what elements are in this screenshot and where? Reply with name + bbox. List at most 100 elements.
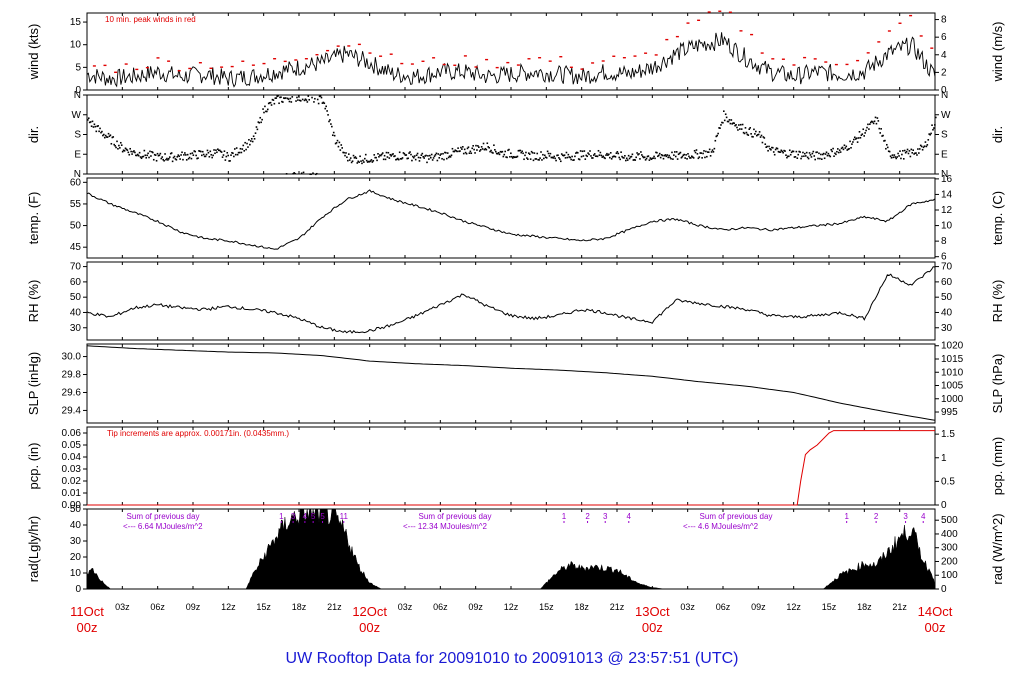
dir-point — [420, 154, 423, 156]
dir-point — [277, 95, 279, 97]
wind-peak-mark — [389, 53, 393, 55]
dir-point — [656, 151, 658, 154]
rh-ylabel-right: RH (%) — [990, 280, 1005, 323]
dir-point — [224, 159, 227, 161]
dir-point — [119, 147, 121, 149]
dir-point — [886, 146, 889, 149]
dir-point — [655, 151, 657, 154]
dir-point — [438, 156, 441, 159]
dir-point — [496, 152, 499, 155]
dir-point — [755, 130, 757, 133]
dir-point — [788, 149, 791, 152]
dir-point — [853, 138, 855, 141]
dir-point — [486, 142, 489, 145]
dir-point — [92, 126, 95, 128]
dir-point — [768, 145, 770, 148]
dir-point — [837, 148, 839, 150]
dir-point — [719, 127, 721, 129]
dir-point — [514, 156, 517, 158]
dir-point — [750, 133, 752, 135]
wind-peak-mark — [930, 47, 934, 49]
dir-point — [87, 119, 89, 121]
dir-point — [817, 157, 819, 160]
dir-point — [796, 157, 799, 159]
dir-point — [935, 116, 937, 119]
x-hour-tick-label: 03z — [115, 602, 130, 612]
temp-ytick-right-label: 14 — [941, 189, 953, 200]
temp-ytick-right-label: 6 — [941, 252, 947, 263]
dir-point — [659, 156, 662, 159]
slp-line — [86, 345, 936, 421]
dir-point — [820, 158, 823, 160]
dir-ytick-right-label: N — [941, 169, 948, 180]
dir-point — [286, 97, 289, 100]
dir-point — [844, 147, 847, 149]
wind-peak-mark — [845, 63, 849, 66]
wind-peak-mark — [124, 63, 128, 65]
dir-point — [269, 101, 272, 104]
dir-point — [427, 155, 429, 157]
dir-point — [114, 144, 116, 147]
wind-peak-mark — [919, 35, 923, 37]
wind-peak-mark — [188, 67, 192, 70]
dir-point — [915, 152, 917, 154]
dir-point — [207, 151, 210, 154]
dir-point — [708, 148, 711, 151]
dir-point — [126, 149, 129, 151]
wind-peak-mark — [856, 59, 860, 62]
dir-point — [605, 154, 607, 156]
dir-point — [417, 156, 420, 159]
dir-point — [340, 144, 343, 146]
dir-point — [641, 154, 643, 156]
wind-peak-mark — [114, 71, 118, 73]
dir-point — [435, 152, 438, 155]
dir-point — [914, 152, 916, 155]
rad-cloud-marker-label: 4 — [921, 512, 926, 521]
dir-point — [635, 156, 637, 159]
dir-point — [579, 150, 582, 152]
wind-peak-mark — [368, 52, 372, 54]
dir-point — [404, 154, 407, 156]
dir-point — [147, 152, 149, 155]
dir-point — [753, 128, 755, 131]
dir-point — [388, 157, 391, 159]
x-hour-tick-label: 18z — [857, 602, 872, 612]
dir-point — [445, 157, 448, 160]
dir-point — [369, 160, 372, 162]
wind-peak-mark — [601, 60, 605, 62]
dir-point — [160, 157, 163, 160]
dir-point — [676, 158, 679, 160]
dir-point — [583, 150, 586, 152]
dir-point — [786, 156, 788, 159]
dir-point — [291, 96, 294, 98]
dir-point — [297, 99, 299, 101]
dir-point — [834, 152, 836, 155]
wind-peak-mark — [432, 57, 436, 59]
dir-point — [663, 154, 666, 157]
dir-point — [629, 156, 632, 158]
dir-point — [908, 150, 911, 152]
dir-point — [772, 151, 775, 153]
dir-point — [378, 155, 380, 158]
dir-point — [723, 119, 726, 122]
dir-point — [650, 158, 653, 161]
dir-point — [606, 152, 608, 155]
dir-point — [227, 154, 229, 157]
dir-point — [863, 135, 865, 137]
dir-point — [626, 159, 629, 161]
dir-point — [934, 124, 936, 126]
dir-point — [384, 158, 387, 161]
dir-point — [729, 122, 732, 125]
dir-point — [284, 97, 287, 99]
dir-point — [128, 153, 131, 156]
dir-point — [267, 102, 270, 105]
dir-point — [891, 154, 894, 156]
dir-point — [214, 152, 216, 155]
dir-point — [217, 149, 220, 152]
wind-peak-mark — [909, 14, 913, 17]
wind-peak-mark — [442, 63, 446, 66]
wind-mean-line — [86, 32, 936, 88]
dir-point — [220, 151, 223, 153]
x-day-label: 13Oct — [635, 604, 670, 619]
dir-point — [570, 158, 572, 161]
